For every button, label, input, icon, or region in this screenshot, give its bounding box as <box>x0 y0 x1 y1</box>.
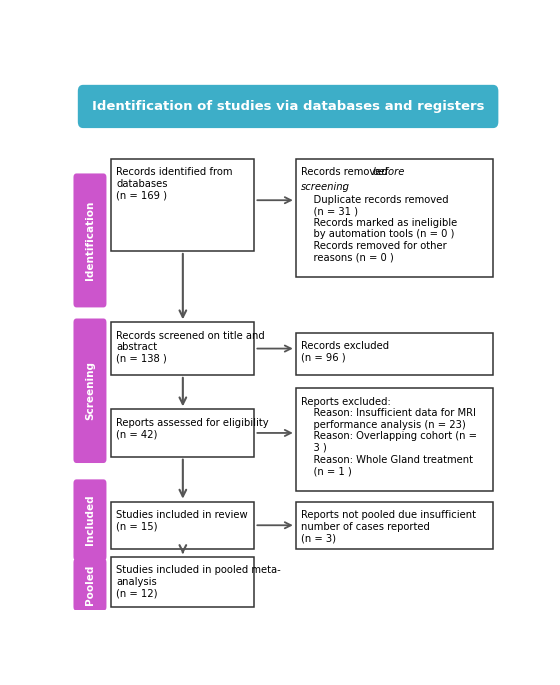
FancyBboxPatch shape <box>296 159 493 277</box>
Text: Reports excluded:
    Reason: Insufficient data for MRI
    performance analysis: Reports excluded: Reason: Insufficient d… <box>301 397 477 476</box>
Text: Records identified from
databases
(n = 169 ): Records identified from databases (n = 1… <box>116 167 233 200</box>
FancyBboxPatch shape <box>73 319 106 463</box>
FancyBboxPatch shape <box>111 159 254 251</box>
Text: Records removed: Records removed <box>301 167 391 177</box>
FancyBboxPatch shape <box>111 409 254 457</box>
FancyBboxPatch shape <box>78 85 498 128</box>
Text: Identification: Identification <box>85 201 95 280</box>
Text: Reports assessed for eligibility
(n = 42): Reports assessed for eligibility (n = 42… <box>116 418 269 439</box>
FancyBboxPatch shape <box>111 322 254 375</box>
Text: Screening: Screening <box>85 361 95 421</box>
Text: Studies included in pooled meta-
analysis
(n = 12): Studies included in pooled meta- analysi… <box>116 565 281 599</box>
Text: Reports not pooled due insufficient
number of cases reported
(n = 3): Reports not pooled due insufficient numb… <box>301 510 476 543</box>
FancyBboxPatch shape <box>296 388 493 491</box>
FancyBboxPatch shape <box>73 479 106 560</box>
FancyBboxPatch shape <box>111 557 254 607</box>
FancyBboxPatch shape <box>296 333 493 375</box>
Text: Duplicate records removed
    (n = 31 )
    Records marked as ineligible
    by : Duplicate records removed (n = 31 ) Reco… <box>301 195 457 262</box>
Text: Records screened on title and
abstract
(n = 138 ): Records screened on title and abstract (… <box>116 331 265 364</box>
FancyBboxPatch shape <box>111 501 254 549</box>
Text: Records excluded
(n = 96 ): Records excluded (n = 96 ) <box>301 341 389 363</box>
Text: :: : <box>342 182 346 192</box>
Text: before: before <box>372 167 405 177</box>
Text: screening: screening <box>301 182 350 192</box>
FancyBboxPatch shape <box>73 558 106 611</box>
FancyBboxPatch shape <box>296 501 493 549</box>
Text: Studies included in review
(n = 15): Studies included in review (n = 15) <box>116 510 248 532</box>
Text: Identification of studies via databases and registers: Identification of studies via databases … <box>92 100 484 113</box>
Text: Included: Included <box>85 495 95 545</box>
Text: Pooled: Pooled <box>85 564 95 605</box>
FancyBboxPatch shape <box>73 173 106 308</box>
